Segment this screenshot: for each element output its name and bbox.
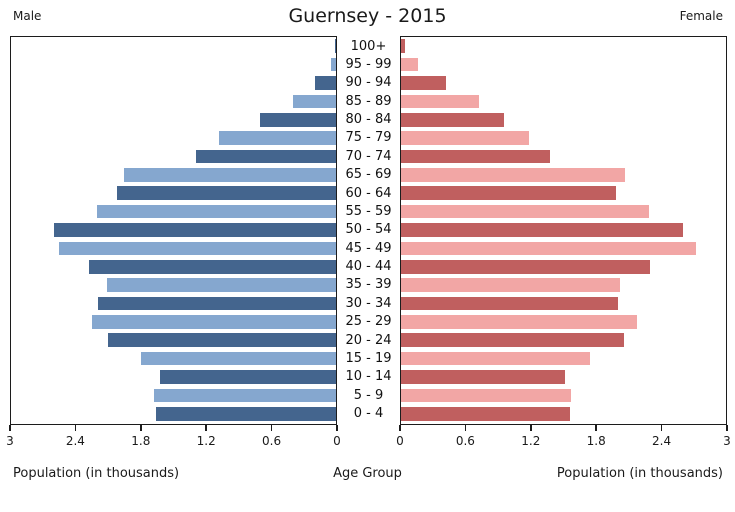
age-group-label: 80 - 84 [345,112,392,128]
age-group-label: 75 - 79 [345,130,392,146]
female-bar-20-24 [401,332,626,349]
male-bar-65-69 [122,167,336,183]
male-bar-15-19 [139,350,336,367]
axis-tick-label: 0.6 [262,434,282,448]
male-bar-0-4 [155,406,336,422]
female-bar-0-4 [401,406,572,422]
female-bar-65-69 [401,167,627,183]
age-group-label: 5 - 9 [353,387,384,403]
female-axis-label: Population (in thousands) [556,466,723,481]
male-bar-90-94 [314,75,336,91]
axis-tick-label: 0 [396,434,404,448]
female-bar-35-39 [401,277,621,293]
female-bar-30-34 [401,295,619,312]
male-x-axis: 3 2.4 1.8 1.2 0.6 0 [6,425,341,455]
female-plot-area [400,36,727,425]
male-bar-10-14 [159,369,336,385]
male-bar-45-49 [57,240,336,257]
axis-tick-label: 1.8 [586,434,606,448]
female-x-axis: 0 0.6 1.2 1.8 2.4 3 [396,425,731,455]
age-group-label: 50 - 54 [345,222,392,238]
axis-tick-label: 1.2 [521,434,541,448]
male-bar-80-84 [259,111,336,128]
axis-tick-label: 1.2 [196,434,216,448]
axis-tick [140,425,142,431]
male-bar-30-34 [96,295,336,312]
male-bar-75-79 [217,130,336,146]
age-group-label: 65 - 69 [345,167,392,183]
axis-tick-label: 0.6 [455,434,475,448]
age-group-label: 10 - 14 [345,369,392,385]
axis-tick-label: 0 [333,434,341,448]
age-group-label: 70 - 74 [345,148,392,164]
male-bar-20-24 [107,332,336,349]
chart-title: Guernsey - 2015 [288,5,447,27]
male-bar-35-39 [106,277,336,293]
age-group-label: 100+ [350,38,387,54]
axis-tick [270,425,273,431]
female-bar-90-94 [401,75,447,91]
axis-tick [336,425,338,431]
axis-tick-label: 2.4 [65,434,85,448]
age-group-label: 45 - 49 [345,240,392,256]
male-axis-label: Population (in thousands) [13,466,180,481]
age-group-label: 60 - 64 [345,185,392,201]
male-bar-5-9 [152,387,336,404]
axis-tick-label: 1.8 [131,434,151,448]
female-bar-80-84 [401,111,505,128]
male-bar-100+ [333,38,336,54]
axis-tick [74,425,77,431]
female-bar-95-99 [401,56,420,73]
age-group-label: 30 - 34 [345,295,392,311]
female-bar-70-74 [401,148,551,165]
male-bar-95-99 [329,56,336,73]
axis-tick-label: 3 [6,434,14,448]
male-bar-50-54 [53,222,336,238]
age-group-label: 15 - 19 [345,350,392,366]
male-bar-70-74 [195,148,336,165]
female-bar-40-44 [401,258,652,275]
age-group-label: 90 - 94 [345,75,392,91]
male-bar-25-29 [91,314,336,330]
axis-tick [726,425,728,431]
age-group-label: 35 - 39 [345,277,392,293]
age-group-label: 55 - 59 [345,203,392,219]
age-group-label: 25 - 29 [345,314,392,330]
male-bar-40-44 [87,258,336,275]
female-header: Female [679,9,723,23]
male-header: Male [13,9,42,23]
age-group-label: 95 - 99 [345,56,392,72]
axis-tick [595,425,597,431]
female-bar-75-79 [401,130,530,146]
male-plot-area [10,36,337,425]
axis-tick [464,425,467,431]
female-bar-10-14 [401,369,566,385]
age-group-axis-label: Age Group [333,466,402,481]
age-group-labels: 100+ 95 - 99 90 - 94 85 - 89 80 - 84 75 - 79 7… [337,38,400,424]
female-bar-45-49 [401,240,697,257]
female-bar-25-29 [401,314,639,330]
female-bar-85-89 [401,93,481,110]
age-group-label: 85 - 89 [345,93,392,109]
axis-tick [399,425,401,431]
female-bar-60-64 [401,185,617,202]
male-bar-85-89 [291,93,336,110]
age-group-label: 40 - 44 [345,259,392,275]
age-group-label: 0 - 4 [353,406,384,422]
female-bar-50-54 [401,222,684,238]
male-bar-55-59 [95,203,336,220]
female-bar-15-19 [401,350,591,367]
female-bar-5-9 [401,387,573,404]
axis-tick [9,425,11,431]
axis-tick [205,425,207,431]
female-bar-55-59 [401,203,651,220]
axis-tick-label: 2.4 [652,434,672,448]
axis-tick-label: 3 [723,434,731,448]
axis-tick [530,425,532,431]
female-bar-100+ [401,38,407,54]
axis-tick [660,425,663,431]
age-group-label: 20 - 24 [345,332,392,348]
male-bar-60-64 [116,185,336,202]
